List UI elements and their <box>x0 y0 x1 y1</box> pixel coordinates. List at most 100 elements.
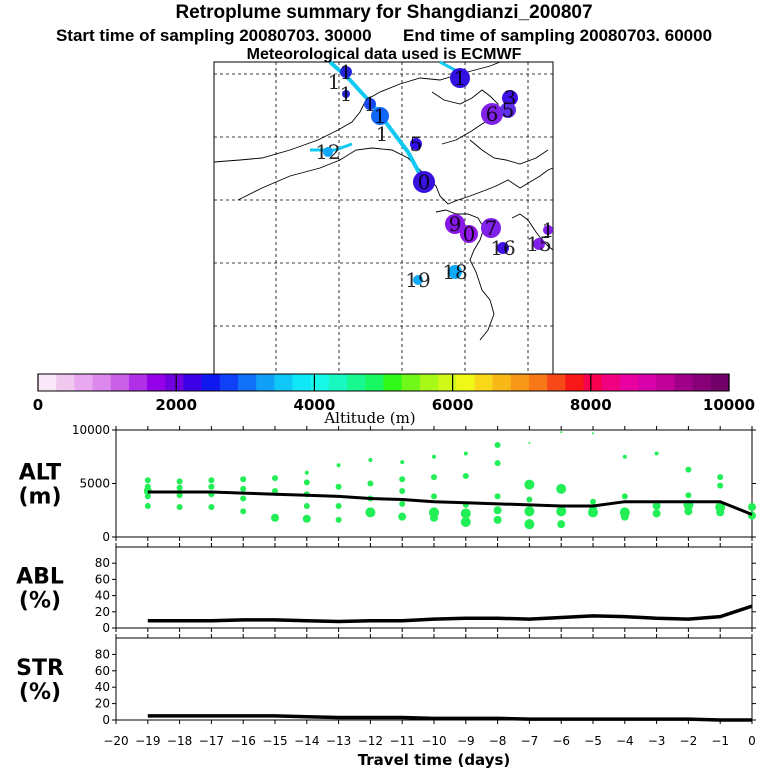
trajectory-path-secondary <box>310 142 353 152</box>
chart-title: Retroplume summary for Shangdianzi_20080… <box>175 2 593 23</box>
altitude-point <box>176 484 183 491</box>
x-tick-label: 0 <box>748 734 756 748</box>
plume-centroid-label: 1 <box>340 60 353 84</box>
altitude-point <box>717 474 724 481</box>
altitude-point <box>144 493 151 500</box>
colorbar-swatch <box>201 374 221 391</box>
panel-frame <box>115 546 753 629</box>
altitude-point <box>524 519 535 530</box>
altitude-point <box>303 479 310 486</box>
x-tick-label: −17 <box>199 734 224 748</box>
colorbar-swatch <box>656 374 676 391</box>
altitude-point <box>240 476 247 483</box>
colorbar-swatch <box>183 374 203 391</box>
plume-centroid-dot <box>445 214 465 234</box>
altitude-point <box>493 506 502 515</box>
colorbar-swatch <box>510 374 530 391</box>
altitude-point <box>528 441 531 444</box>
altitude-point <box>524 506 535 517</box>
plume-centroid-label: 15 <box>526 232 551 256</box>
colorbar-swatch <box>274 374 294 391</box>
x-axis-label: Travel time (days) <box>358 751 511 768</box>
x-tick-label: −1 <box>711 734 729 748</box>
altitude-point <box>335 516 342 523</box>
altitude-point <box>335 502 342 509</box>
plume-centroid-label: 16 <box>490 236 515 260</box>
met-data-label: Meteorological data used is ECMWF <box>246 46 522 63</box>
plume-centroid-label: 18 <box>442 260 467 284</box>
altitude-point <box>526 496 533 503</box>
altitude-point <box>556 483 567 494</box>
altitude-point <box>431 493 437 500</box>
colorbar-tick-label: 8000 <box>570 396 612 414</box>
plume-centroid-dot <box>533 238 545 250</box>
plume-centroid-dot <box>450 68 470 88</box>
altitude-point <box>368 457 373 462</box>
colorbar-axis-label: Altitude (m) <box>323 409 415 427</box>
plume-centroid-dot <box>413 171 435 193</box>
altitude-point <box>462 473 469 480</box>
altitude-point <box>685 466 692 473</box>
altitude-point <box>399 487 406 494</box>
altitude-point <box>400 460 405 465</box>
x-tick-label: −7 <box>521 734 539 748</box>
y-tick-label: 60 <box>95 572 110 586</box>
colorbar-swatch <box>474 374 494 391</box>
altitude-point <box>302 514 311 523</box>
plume-centroid-dot <box>481 103 503 125</box>
plume-centroid-label: 7 <box>485 216 498 240</box>
x-tick-label: −2 <box>680 734 698 748</box>
colorbar-tick-label: 10000 <box>703 396 755 414</box>
plume-centroid-label: 5 <box>502 98 515 122</box>
colorbar-swatch <box>147 374 166 391</box>
colorbar-swatch <box>310 374 330 391</box>
altitude-point <box>652 509 661 518</box>
altitude-point <box>272 487 278 494</box>
colorbar-swatch <box>438 374 457 391</box>
plume-centroid-dot <box>460 225 478 243</box>
altitude-point <box>240 495 247 502</box>
altitude-point <box>398 512 407 521</box>
altitude-point <box>144 477 151 484</box>
altitude-point <box>304 470 309 475</box>
time-series-panels: 0500010000ALT(m)020406080ABL(%)020406080… <box>16 423 756 768</box>
abl-fraction-line <box>147 604 753 624</box>
panel-ylabel-units: (%) <box>19 680 61 705</box>
colorbar-tick-label: 0 <box>33 396 43 414</box>
map-coastline <box>237 147 417 201</box>
altitude-point <box>524 479 535 490</box>
map-coastline <box>431 89 499 145</box>
altitude-point <box>463 451 468 456</box>
plume-centroid-label: 1 <box>328 70 341 94</box>
altitude-point <box>208 483 215 490</box>
plume-centroid-label: 1 <box>542 218 555 242</box>
altitude-point <box>493 515 502 524</box>
altitude-point <box>716 508 725 517</box>
plume-centroid-label: 1 <box>374 104 387 128</box>
x-tick-label: −5 <box>584 734 602 748</box>
colorbar-swatch <box>328 374 348 391</box>
altitude-point <box>208 504 215 511</box>
colorbar-swatch <box>128 374 148 391</box>
panel-ylabel: ALT <box>19 461 61 486</box>
colorbar-swatch <box>238 374 257 391</box>
y-tick-label: 5000 <box>79 477 110 491</box>
colorbar-swatch <box>710 374 730 391</box>
plume-centroid-dot <box>413 275 423 285</box>
altitude-colorbar: 0 2000 4000 6000 8000 10000 Altitude (m) <box>33 373 755 427</box>
map-coastline <box>435 209 495 341</box>
colorbar-swatch <box>383 374 403 391</box>
plume-centroid-label: 19 <box>405 268 430 292</box>
y-tick-label: 20 <box>95 697 110 711</box>
map-coastline <box>415 165 554 205</box>
x-tick-label: −13 <box>326 734 351 748</box>
colorbar-swatch <box>692 374 712 391</box>
altitude-point <box>588 507 598 518</box>
altitude-point <box>460 508 471 519</box>
altitude-point <box>365 507 376 518</box>
map-coastline <box>469 139 549 165</box>
x-tick-label: −9 <box>457 734 475 748</box>
plume-centroid-label: 12 <box>315 140 340 164</box>
y-tick-label: 80 <box>95 647 110 661</box>
